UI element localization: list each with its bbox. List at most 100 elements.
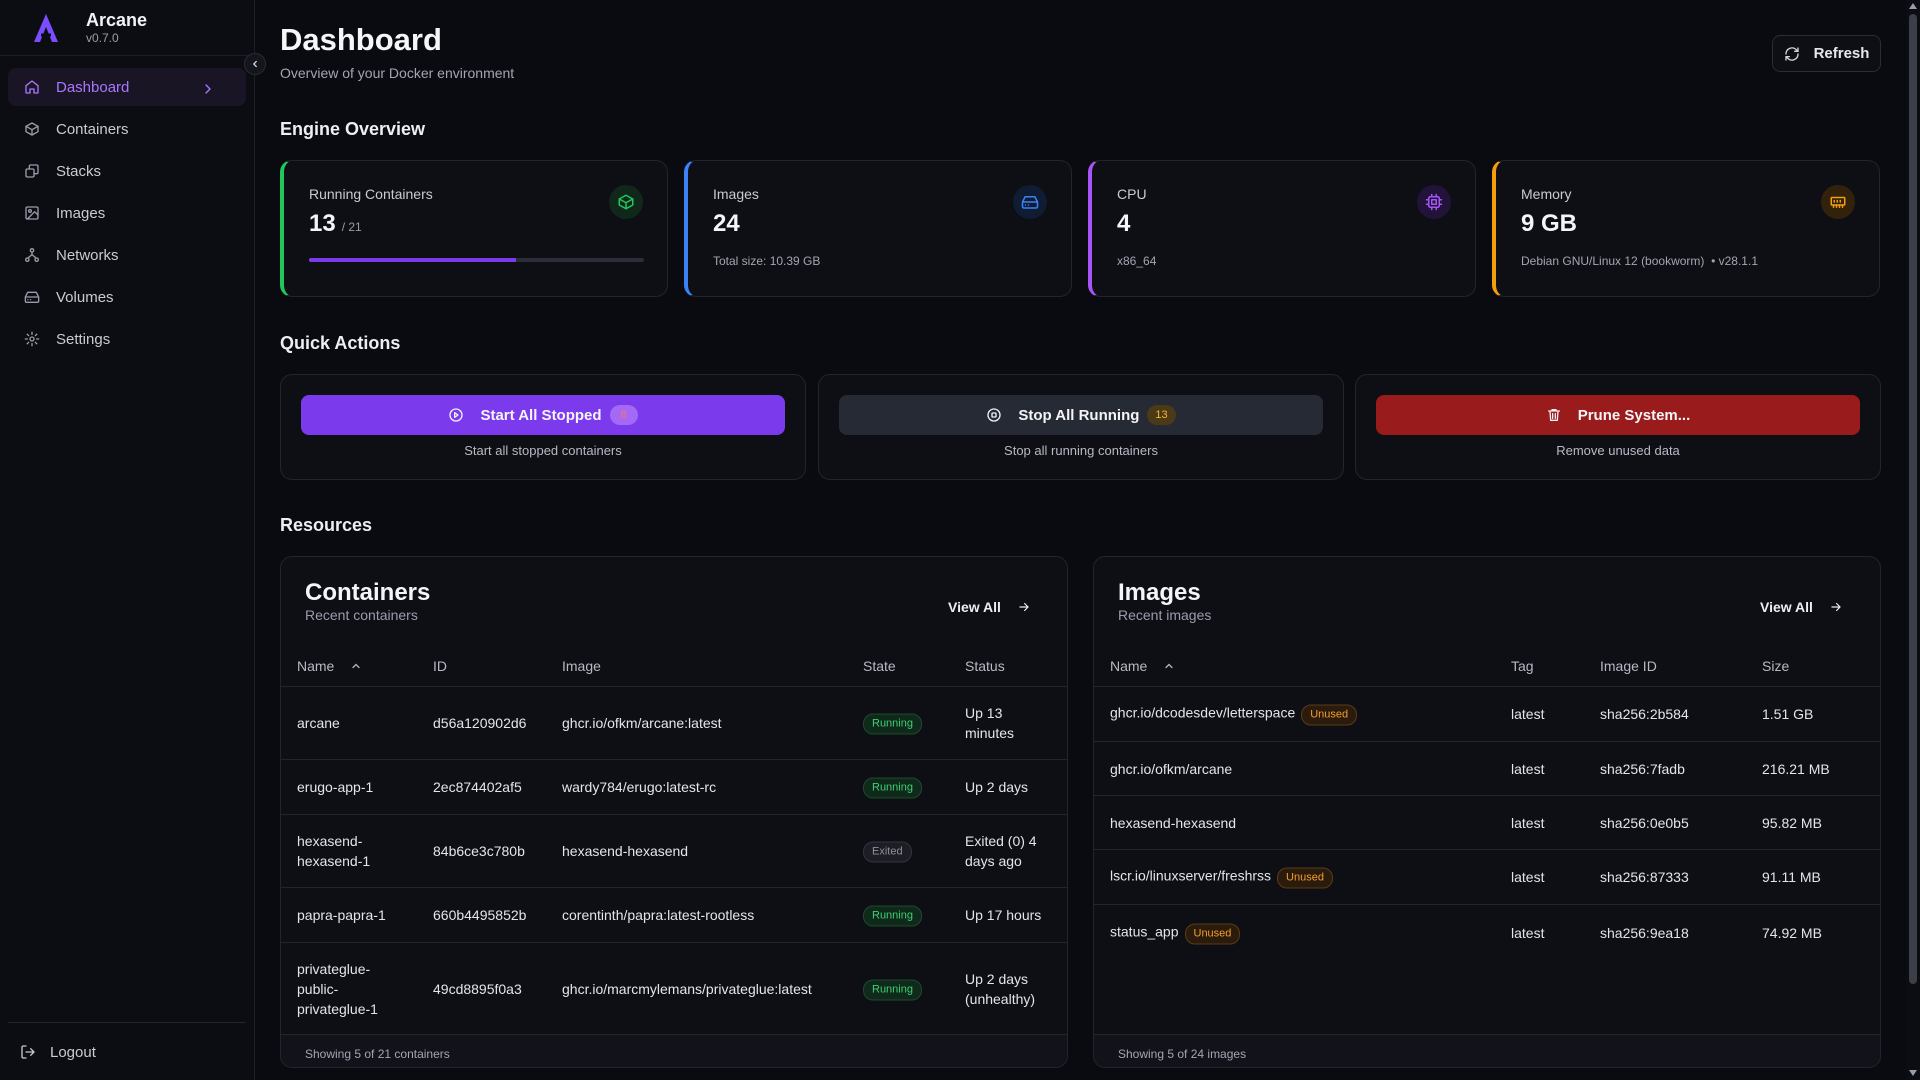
container-status: Up 2 days (unhealthy): [965, 971, 1036, 1007]
status-badge: Running: [863, 905, 922, 927]
table-row[interactable]: ghcr.io/ofkm/arcane latest sha256:7fadb 216…: [1094, 742, 1880, 796]
sidebar-item-containers[interactable]: Containers: [8, 110, 246, 148]
containers-table-footer: Showing 5 of 21 containers: [281, 1034, 1067, 1067]
sidebar-item-label: Images: [56, 204, 106, 222]
stop-all-card: Stop All Running 13 Stop all running con…: [818, 374, 1344, 480]
refresh-button[interactable]: Refresh: [1772, 35, 1881, 72]
container-id: 660b4495852b: [433, 907, 527, 923]
table-row[interactable]: erugo-app-1 2ec874402af5 wardy784/erugo:la…: [281, 760, 1067, 815]
hard-drive-icon: [24, 291, 40, 303]
brand[interactable]: Arcane v0.7.0: [0, 0, 254, 56]
image-size: 216.21 MB: [1762, 760, 1830, 777]
sidebar-nav: Dashboard Containers Stacks Images Netwo…: [0, 56, 254, 358]
network-icon: [25, 248, 39, 262]
state-cell: Running: [863, 904, 922, 927]
image-size: 95.82 MB: [1762, 814, 1822, 831]
images-card: Images 24 Total size: 10.39 GB: [684, 160, 1072, 297]
cpu-card: CPU 4 x86_64: [1088, 160, 1476, 297]
logout-label: Logout: [50, 1043, 96, 1061]
column-header-status[interactable]: Status: [965, 658, 1005, 674]
table-row[interactable]: arcane d56a120902d6 ghcr.io/ofkm/arcane:la…: [281, 687, 1067, 760]
stat-value: 24: [713, 210, 740, 237]
column-header-id[interactable]: ID: [433, 658, 447, 674]
image-size: 74.92 MB: [1762, 924, 1822, 941]
column-header-tag[interactable]: Tag: [1511, 658, 1534, 674]
sidebar-item-images[interactable]: Images: [8, 194, 246, 232]
status-badge: Running: [863, 979, 922, 1001]
containers-panel: Containers Recent containers View All Na…: [280, 556, 1068, 1068]
images-table-footer: Showing 5 of 24 images: [1094, 1034, 1880, 1067]
state-cell: Exited: [863, 840, 912, 863]
status-badge: Exited: [863, 841, 912, 863]
prune-system-button[interactable]: Prune System...: [1376, 395, 1860, 435]
sidebar-item-stacks[interactable]: Stacks: [8, 152, 246, 190]
table-row[interactable]: hexasend-hexasend-1 84b6ce3c780b hexasend-…: [281, 815, 1067, 888]
image-id: sha256:2b584: [1600, 706, 1689, 722]
stat-icon-wrap: [1417, 185, 1451, 219]
image-tag: latest: [1511, 760, 1545, 777]
state-cell: Running: [863, 776, 922, 799]
brand-version: v0.7.0: [86, 30, 119, 45]
page-scrollbar[interactable]: [1906, 0, 1920, 1080]
container-id: 2ec874402af5: [433, 779, 522, 795]
image-name: ghcr.io/dcodesdev/letterspace: [1110, 704, 1296, 721]
refresh-icon: [1784, 46, 1799, 61]
column-header-size[interactable]: Size: [1762, 658, 1790, 674]
stat-label: Running Containers: [309, 186, 433, 202]
sidebar-item-label: Dashboard: [56, 78, 130, 96]
button-label: Prune System...: [1577, 406, 1691, 424]
column-header-image[interactable]: Image: [562, 658, 601, 674]
table-row[interactable]: papra-papra-1 660b4495852b corentinth/papr…: [281, 888, 1067, 943]
container-status: Up 13 minutes: [965, 705, 1015, 741]
container-name: hexasend-hexasend-1: [297, 833, 371, 869]
column-header-name[interactable]: Name: [1110, 658, 1175, 674]
stop-all-running-button[interactable]: Stop All Running 13: [839, 395, 1323, 435]
unused-badge: Unused: [1184, 923, 1241, 944]
table-row[interactable]: privateglue-public-privateglue-1 49cd8895…: [281, 943, 1067, 1035]
sidebar-footer: Logout: [8, 1022, 246, 1080]
sidebar-item-label: Stacks: [56, 162, 102, 180]
chevron-right-icon: [205, 84, 211, 94]
sidebar-item-dashboard[interactable]: Dashboard: [8, 68, 246, 106]
state-cell: Running: [863, 712, 922, 735]
container-name: arcane: [297, 715, 340, 731]
containers-view-all-link[interactable]: View All: [948, 599, 1031, 615]
image-name-cell: lscr.io/linuxserver/freshrss Unused: [1110, 866, 1333, 889]
stat-label: CPU: [1117, 186, 1147, 202]
hard-drive-icon: [1021, 196, 1039, 209]
images-table-header: Name Tag Image ID Size: [1094, 649, 1880, 687]
sidebar-collapse-button[interactable]: [244, 53, 266, 75]
container-image: wardy784/erugo:latest-rc: [562, 779, 717, 795]
home-icon: [25, 80, 39, 94]
column-header-state[interactable]: State: [863, 658, 896, 674]
sidebar-item-networks[interactable]: Networks: [8, 236, 246, 274]
panel-title: Containers: [305, 579, 431, 606]
image-id: sha256:87333: [1600, 869, 1689, 885]
stopped-count-badge: 8: [609, 405, 638, 425]
table-row[interactable]: lscr.io/linuxserver/freshrss Unused latest…: [1094, 850, 1880, 905]
logout-icon: [21, 1045, 35, 1059]
stat-value: 13/ 21: [309, 210, 362, 237]
stat-note: x86_64: [1117, 254, 1157, 268]
container-id: 49cd8895f0a3: [433, 981, 522, 997]
image-tag: latest: [1511, 869, 1545, 885]
container-image: ghcr.io/ofkm/arcane:latest: [562, 715, 722, 731]
table-row[interactable]: status_app Unused latest sha256:9ea18 74.92 …: [1094, 905, 1880, 960]
images-view-all-link[interactable]: View All: [1760, 599, 1843, 615]
page-title: Dashboard: [280, 22, 442, 57]
panel-subtitle: Recent containers: [305, 607, 418, 623]
column-header-name[interactable]: Name: [297, 658, 362, 674]
sidebar-item-volumes[interactable]: Volumes: [8, 278, 246, 316]
box-icon: [25, 122, 39, 136]
sidebar-item-settings[interactable]: Settings: [8, 320, 246, 358]
start-all-stopped-button[interactable]: Start All Stopped 8: [301, 395, 785, 435]
memory-card: Memory 9 GB Debian GNU/Linux 12 (bookwor…: [1492, 160, 1880, 297]
column-header-image-id[interactable]: Image ID: [1600, 658, 1657, 674]
logout-button[interactable]: Logout: [8, 1023, 246, 1080]
box-icon: [618, 194, 634, 210]
scrollbar-thumb[interactable]: [1909, 14, 1917, 984]
image-name: status_app: [1110, 923, 1179, 939]
chevron-left-icon: [253, 60, 257, 68]
table-row[interactable]: hexasend-hexasend latest sha256:0e0b5 95.82…: [1094, 796, 1880, 850]
table-row[interactable]: ghcr.io/dcodesdev/letterspace Unused lates…: [1094, 687, 1880, 742]
